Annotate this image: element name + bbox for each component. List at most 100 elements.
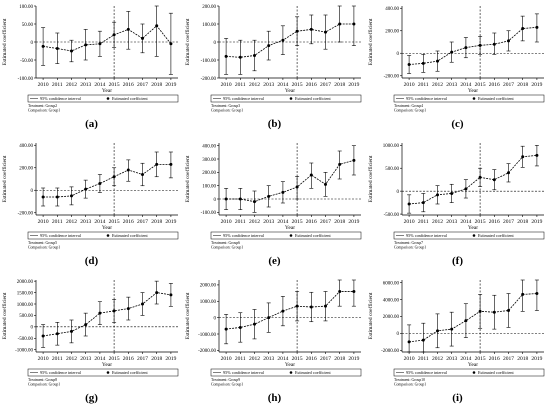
estimate-point <box>324 304 327 308</box>
x-tick-label: 2016 <box>123 356 134 362</box>
estimate-point <box>169 162 173 166</box>
y-tick-label: 100.00 <box>202 184 216 189</box>
y-tick-label: 1500.00 <box>17 291 34 296</box>
x-tick-label: 2015 <box>109 219 120 225</box>
estimate-point <box>155 24 159 28</box>
estimate-point <box>450 50 454 54</box>
legend-ci-label: 95% confidence interval <box>406 370 448 375</box>
estimate-line <box>409 26 537 65</box>
chart-panel: 400.00 200.00 0 -200.00 2010 2011 2012 2013 2014… <box>366 0 549 137</box>
estimate-point <box>84 323 88 327</box>
estimate-point <box>112 175 116 179</box>
estimate-point <box>55 332 59 336</box>
estimate-point <box>450 191 454 195</box>
estimate-line <box>226 291 354 330</box>
estimate-point <box>155 291 159 295</box>
x-tick-label: 2010 <box>404 356 415 362</box>
estimate-point <box>436 59 439 63</box>
x-axis-title: Year <box>285 225 295 231</box>
x-tick-label: 2012 <box>66 356 77 362</box>
x-tick-label: 2015 <box>292 219 303 225</box>
estimate-point <box>324 30 327 34</box>
x-tick-label: 2010 <box>404 82 415 88</box>
legend-estimate-label: Estimated coefficient <box>295 370 331 375</box>
chart-svg: 2000.00 1500.00 1000.00 500.00 0 -500.00 -1000… <box>1 280 179 387</box>
x-tick-label: 2019 <box>531 356 542 362</box>
x-tick-label: 2018 <box>151 356 162 362</box>
estimate-point <box>169 42 173 46</box>
legend-ci-label: 95% confidence interval <box>406 233 448 238</box>
y-tick-label: 0 <box>397 190 400 195</box>
y-tick-label: 1000.00 <box>383 144 400 149</box>
x-tick-label: 2018 <box>334 219 345 225</box>
estimate-point <box>309 173 313 177</box>
x-axis-title: Year <box>102 88 112 94</box>
y-axis-title: Estimated coefficient <box>184 155 191 202</box>
estimate-line <box>409 154 537 205</box>
y-tick-label: -500.00 <box>18 337 34 342</box>
estimate-point <box>126 168 130 172</box>
estimate-point <box>521 27 525 30</box>
x-tick-label: 2010 <box>38 82 49 88</box>
x-tick-label: 2019 <box>348 82 359 88</box>
y-tick-label: 400.00 <box>19 144 33 149</box>
estimate-point <box>41 195 45 199</box>
x-tick-label: 2019 <box>348 219 359 225</box>
comparison-note: Comparison: Group1 <box>28 383 60 387</box>
y-axis-title: Estimated coefficient <box>184 292 191 339</box>
estimate-point <box>70 49 73 53</box>
estimate-point <box>155 162 159 166</box>
legend-ci-label: 95% confidence interval <box>40 96 82 101</box>
y-tick-label: 1000.00 <box>200 300 217 305</box>
x-tick-label: 2017 <box>503 356 514 362</box>
x-tick-label: 2013 <box>80 219 91 225</box>
estimate-point <box>492 178 496 182</box>
estimate-point <box>253 54 256 57</box>
y-axis-title: Estimated coefficient <box>1 292 8 339</box>
estimate-point <box>126 307 130 311</box>
estimate-point <box>141 36 144 40</box>
y-tick-label: 0 <box>397 52 400 57</box>
legend-ci-label: 95% confidence interval <box>223 370 265 375</box>
estimate-line <box>43 25 172 52</box>
panel-label: (c) <box>451 118 464 130</box>
x-tick-label: 2011 <box>235 82 246 88</box>
y-tick-label: 2000.00 <box>17 280 34 285</box>
x-tick-label: 2013 <box>263 82 274 88</box>
x-tick-label: 2014 <box>94 219 105 225</box>
x-tick-label: 2014 <box>94 82 105 88</box>
estimate-point <box>224 327 228 331</box>
estimate-point <box>478 309 482 313</box>
x-tick-label: 2013 <box>446 82 457 88</box>
x-tick-label: 2015 <box>475 82 486 88</box>
y-axis-title: Estimated coefficient <box>367 18 374 65</box>
treatment-note: Treatment: Group6 <box>211 241 240 245</box>
estimate-point <box>407 202 411 206</box>
estimate-line <box>226 23 354 58</box>
legend-ci-label: 95% confidence interval <box>40 233 82 238</box>
chart-panel: 200.00 100.00 0 -100.00 -200.00 2010 2011 2012 2… <box>183 0 366 137</box>
y-tick-label: 0 <box>214 41 217 46</box>
estimate-point <box>507 171 510 175</box>
x-tick-label: 2011 <box>235 356 246 362</box>
legend-estimate-label: Estimated coefficient <box>478 233 514 238</box>
x-tick-label: 2016 <box>123 219 134 225</box>
y-tick-label: 400.00 <box>385 7 399 12</box>
treatment-note: Treatment: Group3 <box>211 104 240 108</box>
chart-panel: 400.00 200.00 0 -200.00 2010 2011 2012 2013 2014… <box>0 137 183 274</box>
x-axis-title: Year <box>468 88 478 94</box>
estimate-point <box>478 43 482 47</box>
x-tick-label: 2019 <box>531 82 542 88</box>
estimate-point <box>141 173 144 176</box>
comparison-note: Comparison: Group1 <box>394 383 426 387</box>
estimate-point <box>112 309 116 313</box>
x-tick-label: 2018 <box>151 82 162 88</box>
x-tick-label: 2016 <box>306 82 317 88</box>
x-tick-label: 2015 <box>109 356 120 362</box>
x-tick-label: 2011 <box>418 356 429 362</box>
x-tick-label: 2016 <box>489 356 500 362</box>
panel-label: (i) <box>452 392 463 404</box>
x-tick-label: 2016 <box>123 82 134 88</box>
